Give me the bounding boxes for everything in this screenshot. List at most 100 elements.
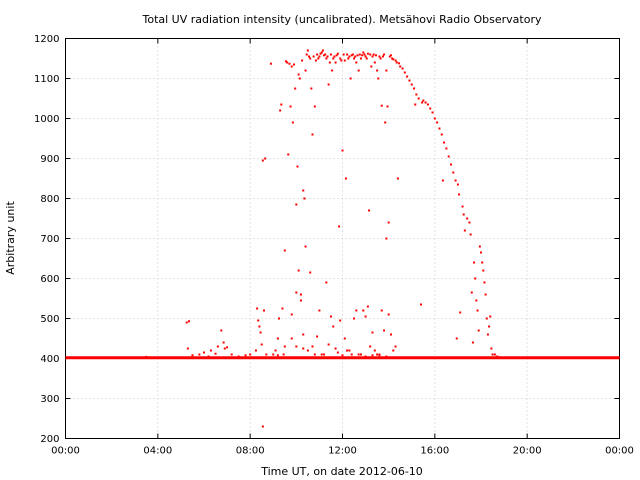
data-point xyxy=(408,79,411,82)
data-point xyxy=(480,251,482,254)
data-point xyxy=(279,109,282,112)
data-point xyxy=(293,63,296,66)
data-point xyxy=(295,291,298,294)
data-point xyxy=(419,303,422,306)
data-point xyxy=(304,69,307,72)
data-point xyxy=(191,354,194,357)
data-point xyxy=(295,203,298,206)
data-point xyxy=(355,309,358,312)
y-tick-label: 800 xyxy=(40,194,59,205)
data-point xyxy=(203,351,205,354)
data-point xyxy=(311,345,314,348)
data-point xyxy=(349,77,352,80)
chart-title: Total UV radiation intensity (uncalibrat… xyxy=(142,13,542,26)
data-point xyxy=(272,353,275,356)
data-point xyxy=(309,271,312,274)
data-point xyxy=(329,53,332,56)
data-point xyxy=(369,345,372,348)
data-point xyxy=(364,355,367,358)
data-point xyxy=(259,331,262,334)
data-point xyxy=(462,213,465,216)
x-tick-label: 00:00 xyxy=(51,446,80,457)
data-point xyxy=(313,105,316,108)
data-point xyxy=(331,69,334,72)
y-tick-label: 1000 xyxy=(34,114,59,125)
data-point xyxy=(296,165,299,168)
data-point xyxy=(454,179,457,182)
data-point xyxy=(364,315,367,318)
data-point xyxy=(476,309,479,312)
data-point xyxy=(351,53,354,56)
data-point xyxy=(373,349,376,352)
data-point xyxy=(318,55,321,58)
data-point xyxy=(334,347,337,350)
data-point xyxy=(350,54,353,57)
data-point xyxy=(429,107,432,110)
data-point xyxy=(385,69,388,72)
data-point xyxy=(341,149,344,152)
data-point xyxy=(344,177,347,180)
data-point xyxy=(309,57,312,60)
data-point xyxy=(461,205,464,208)
data-point xyxy=(426,103,429,106)
data-point xyxy=(376,69,379,72)
data-point xyxy=(328,61,331,64)
data-point xyxy=(274,349,277,352)
data-point xyxy=(362,309,365,312)
data-point xyxy=(265,353,268,356)
data-point xyxy=(388,55,391,58)
data-point xyxy=(358,53,361,56)
data-point xyxy=(482,269,485,272)
data-point xyxy=(287,153,290,156)
data-point xyxy=(370,65,373,68)
data-point xyxy=(385,237,388,240)
data-point xyxy=(185,321,188,324)
data-point xyxy=(325,281,328,284)
data-point xyxy=(220,329,223,332)
data-point xyxy=(471,341,474,344)
data-point xyxy=(410,83,413,86)
data-point xyxy=(320,51,323,54)
data-point xyxy=(389,333,392,336)
data-point xyxy=(283,345,286,348)
data-point xyxy=(378,55,381,58)
data-point xyxy=(257,319,260,322)
data-point xyxy=(289,105,292,108)
data-point xyxy=(452,171,455,174)
data-point xyxy=(433,117,436,120)
data-point xyxy=(456,183,459,186)
y-tick-label: 700 xyxy=(40,234,59,245)
data-point xyxy=(475,299,478,302)
data-point xyxy=(403,71,406,74)
data-point xyxy=(339,319,342,322)
data-point xyxy=(348,349,351,352)
data-point xyxy=(383,329,386,332)
data-point xyxy=(468,221,471,224)
data-point xyxy=(395,61,398,64)
data-point xyxy=(340,59,343,62)
data-point xyxy=(374,54,377,57)
data-point xyxy=(308,55,311,58)
data-point xyxy=(355,61,358,64)
data-point xyxy=(477,329,480,332)
data-point xyxy=(379,57,382,60)
data-point xyxy=(302,189,305,192)
data-point xyxy=(263,309,266,312)
data-point xyxy=(298,77,301,80)
data-point xyxy=(216,345,219,348)
x-tick-label: 20:00 xyxy=(513,446,542,457)
x-axis-label: Time UT, on date 2012-06-10 xyxy=(260,465,423,478)
data-point xyxy=(391,57,394,60)
data-point xyxy=(312,55,315,58)
data-point xyxy=(440,133,443,136)
data-point xyxy=(458,193,461,196)
data-point xyxy=(327,83,330,86)
data-point xyxy=(481,261,484,264)
data-point xyxy=(283,249,286,252)
data-point xyxy=(366,52,369,55)
data-point xyxy=(284,60,287,63)
data-point xyxy=(424,101,427,104)
data-point xyxy=(348,55,351,58)
data-point xyxy=(261,159,264,162)
